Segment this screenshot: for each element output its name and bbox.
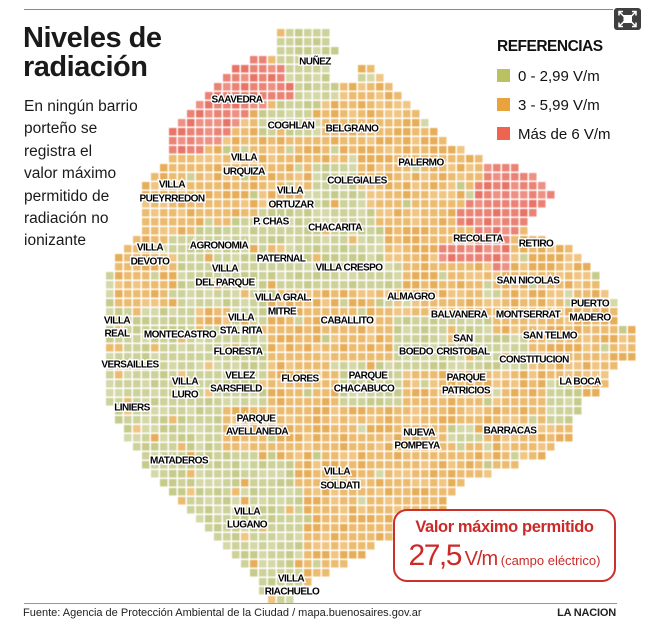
svg-text:LUGANO: LUGANO (227, 520, 268, 531)
svg-text:SAN TELMO: SAN TELMO (523, 331, 578, 342)
svg-text:MONTSERRAT: MONTSERRAT (496, 310, 561, 321)
svg-text:MADERO: MADERO (569, 313, 611, 324)
svg-text:VILLA: VILLA (228, 313, 254, 324)
svg-text:PARQUE: PARQUE (447, 373, 487, 384)
svg-text:DEVOTO: DEVOTO (131, 257, 171, 268)
svg-text:VILLA: VILLA (137, 243, 163, 254)
svg-text:P. CHAS: P. CHAS (253, 217, 289, 228)
svg-text:VILLA: VILLA (159, 180, 185, 191)
svg-text:AGRONOMIA: AGRONOMIA (190, 241, 249, 252)
svg-text:MONTECASTRO: MONTECASTRO (144, 330, 217, 341)
svg-text:VILLA: VILLA (172, 377, 198, 388)
svg-text:STA. RITA: STA. RITA (220, 326, 263, 337)
svg-text:BARRACAS: BARRACAS (484, 426, 538, 437)
svg-text:VILLA GRAL.: VILLA GRAL. (255, 293, 312, 304)
svg-text:VILLA: VILLA (231, 153, 257, 164)
svg-text:FLORES: FLORES (281, 374, 319, 385)
svg-text:LINIERS: LINIERS (114, 403, 150, 414)
svg-text:CRISTOBAL: CRISTOBAL (436, 347, 490, 358)
svg-text:PATRICIOS: PATRICIOS (442, 386, 491, 397)
svg-text:VILLA: VILLA (212, 264, 238, 275)
svg-text:PARQUE: PARQUE (349, 371, 389, 382)
svg-text:NUÑEZ: NUÑEZ (299, 55, 331, 68)
svg-text:CABALLITO: CABALLITO (321, 316, 374, 327)
svg-text:SAN NICOLAS: SAN NICOLAS (497, 276, 561, 287)
svg-text:SARSFIELD: SARSFIELD (210, 384, 262, 395)
svg-text:BOEDO: BOEDO (399, 347, 434, 358)
svg-text:CONSTITUCION: CONSTITUCION (499, 355, 569, 366)
svg-text:RIACHUELO: RIACHUELO (265, 587, 320, 598)
svg-text:VILLA: VILLA (278, 574, 304, 585)
svg-text:SAAVEDRA: SAAVEDRA (212, 95, 263, 106)
svg-text:SOLDATI: SOLDATI (320, 481, 360, 492)
svg-text:VILLA CRESPO: VILLA CRESPO (316, 263, 384, 274)
svg-text:PARQUE: PARQUE (237, 414, 277, 425)
svg-text:VILLA: VILLA (234, 507, 260, 518)
svg-text:CHACABUCO: CHACABUCO (334, 384, 395, 395)
svg-text:DEL PARQUE: DEL PARQUE (195, 278, 255, 289)
svg-text:COLEGIALES: COLEGIALES (327, 176, 387, 187)
svg-text:VILLA: VILLA (324, 467, 350, 478)
svg-text:VERSAILLES: VERSAILLES (101, 360, 159, 371)
svg-text:PALERMO: PALERMO (398, 158, 444, 169)
svg-text:SAN: SAN (453, 334, 473, 345)
svg-text:COGHLAN: COGHLAN (268, 121, 315, 132)
svg-text:PUERTO: PUERTO (571, 299, 610, 310)
svg-text:REAL: REAL (104, 329, 129, 340)
svg-text:PATERNAL: PATERNAL (257, 254, 306, 265)
svg-text:LURO: LURO (172, 390, 199, 401)
svg-text:ORTUZAR: ORTUZAR (268, 200, 314, 211)
svg-text:VELEZ: VELEZ (225, 371, 255, 382)
svg-text:NUEVA: NUEVA (403, 428, 435, 439)
svg-text:MITRE: MITRE (268, 307, 297, 318)
svg-text:ALMAGRO: ALMAGRO (387, 292, 436, 303)
svg-text:BALVANERA: BALVANERA (431, 310, 488, 321)
svg-text:FLORESTA: FLORESTA (214, 347, 263, 358)
svg-text:URQUIZA: URQUIZA (223, 167, 265, 178)
svg-text:MATADEROS: MATADEROS (150, 456, 209, 467)
svg-text:VILLA: VILLA (104, 316, 130, 327)
svg-text:AVELLANEDA: AVELLANEDA (226, 427, 288, 438)
svg-text:RECOLETA: RECOLETA (453, 234, 503, 245)
svg-text:POMPEYA: POMPEYA (394, 441, 440, 452)
svg-text:BELGRANO: BELGRANO (326, 124, 380, 135)
svg-text:LA BOCA: LA BOCA (559, 377, 601, 388)
svg-text:PUEYRREDON: PUEYRREDON (139, 194, 204, 205)
svg-text:VILLA: VILLA (277, 186, 303, 197)
svg-text:RETIRO: RETIRO (519, 239, 554, 250)
svg-text:CHACARITA: CHACARITA (308, 223, 362, 234)
